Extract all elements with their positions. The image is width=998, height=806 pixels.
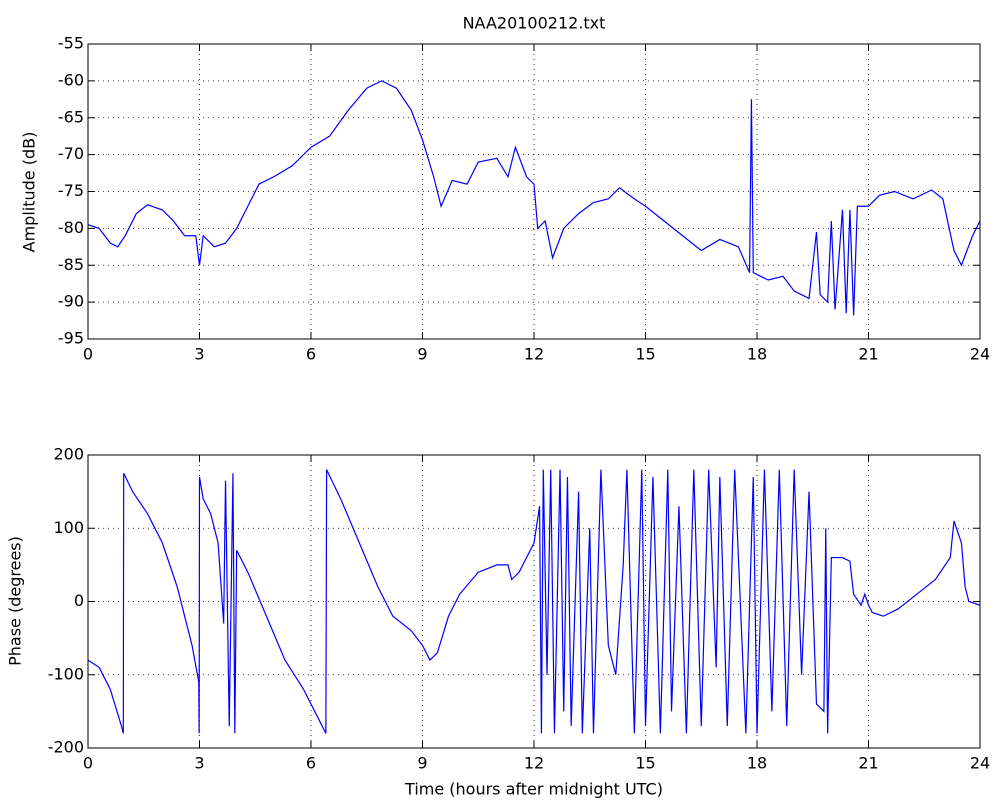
x-axis-label: Time (hours after midnight UTC) bbox=[404, 780, 663, 799]
y-tick-label: -65 bbox=[58, 107, 84, 126]
x-tick-label: 9 bbox=[417, 754, 427, 773]
x-tick-label: 15 bbox=[635, 754, 655, 773]
x-tick-label: 9 bbox=[417, 345, 427, 364]
x-tick-label: 0 bbox=[83, 754, 93, 773]
y-tick-label: -85 bbox=[58, 255, 84, 274]
data-line bbox=[87, 469, 981, 734]
x-tick-label: 18 bbox=[747, 754, 767, 773]
y-tick-label: -95 bbox=[58, 329, 84, 348]
axes-box bbox=[87, 43, 981, 340]
y-tick-label: -80 bbox=[58, 218, 84, 237]
y-tick-label: 200 bbox=[53, 445, 84, 464]
x-tick-label: 24 bbox=[970, 345, 990, 364]
data-line bbox=[87, 80, 981, 316]
y-tick-label: -60 bbox=[58, 70, 84, 89]
y-tick-label: -90 bbox=[58, 292, 84, 311]
x-tick-label: 18 bbox=[747, 345, 767, 364]
x-tick-label: 6 bbox=[306, 345, 316, 364]
y-axis-label: Phase (degrees) bbox=[6, 536, 25, 666]
axes-box bbox=[87, 454, 981, 749]
y-tick-label: 100 bbox=[53, 518, 84, 537]
x-tick-label: 3 bbox=[194, 754, 204, 773]
x-tick-label: 6 bbox=[306, 754, 316, 773]
x-tick-label: 24 bbox=[970, 754, 990, 773]
chart-title: NAA20100212.txt bbox=[463, 14, 606, 33]
x-tick-label: 3 bbox=[194, 345, 204, 364]
x-tick-label: 0 bbox=[83, 345, 93, 364]
y-tick-label: -70 bbox=[58, 144, 84, 163]
x-tick-label: 21 bbox=[858, 754, 878, 773]
x-tick-label: 21 bbox=[858, 345, 878, 364]
x-tick-label: 12 bbox=[524, 345, 544, 364]
y-tick-label: -75 bbox=[58, 181, 84, 200]
x-tick-label: 12 bbox=[524, 754, 544, 773]
y-tick-label: -100 bbox=[48, 664, 84, 683]
y-tick-label: -55 bbox=[58, 34, 84, 53]
y-tick-label: -200 bbox=[48, 738, 84, 757]
y-tick-label: 0 bbox=[74, 591, 84, 610]
y-axis-label: Amplitude (dB) bbox=[20, 132, 39, 253]
x-tick-label: 15 bbox=[635, 345, 655, 364]
